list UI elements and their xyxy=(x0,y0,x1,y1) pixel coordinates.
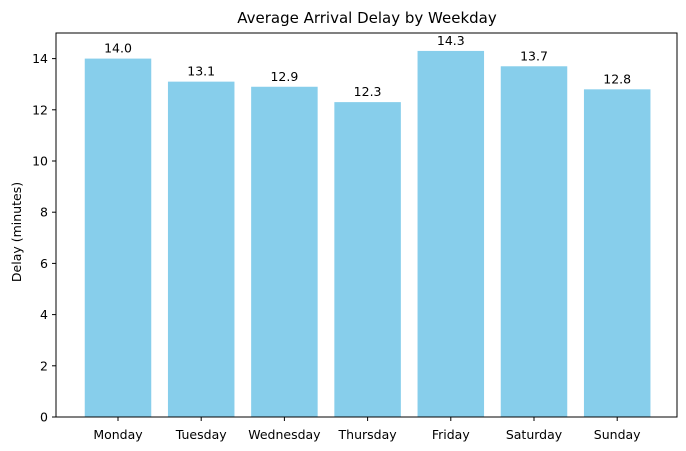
y-tick-label: 8 xyxy=(40,205,48,220)
bar-wednesday xyxy=(251,86,318,417)
chart-title: Average Arrival Delay by Weekday xyxy=(237,9,497,27)
bars-group xyxy=(84,50,651,418)
y-tick-label: 12 xyxy=(32,102,48,117)
data-labels-group: 14.0 13.1 12.9 12.3 14.3 13.7 12.8 xyxy=(104,33,631,99)
x-tick-label-sunday: Sunday xyxy=(594,427,641,442)
data-label-thursday: 12.3 xyxy=(354,84,382,99)
data-label-friday: 14.3 xyxy=(437,33,465,48)
bar-sunday xyxy=(583,89,651,417)
bar-friday xyxy=(417,50,485,418)
data-label-wednesday: 12.9 xyxy=(270,69,298,84)
bar-monday xyxy=(84,58,152,417)
x-tick-label-friday: Friday xyxy=(432,427,470,442)
x-axis-ticks: Monday Tuesday Wednesday Thursday Friday Satu… xyxy=(93,417,641,442)
data-label-monday: 14.0 xyxy=(104,41,132,56)
x-tick-label-tuesday: Tuesday xyxy=(175,427,227,442)
data-label-tuesday: 13.1 xyxy=(187,64,215,79)
y-tick-label: 0 xyxy=(40,410,48,425)
y-tick-label: 10 xyxy=(32,154,48,169)
y-tick-label: 14 xyxy=(32,51,48,66)
y-axis-label: Delay (minutes) xyxy=(9,182,24,282)
y-tick-label: 6 xyxy=(40,256,48,271)
data-label-sunday: 12.8 xyxy=(603,71,631,86)
x-tick-label-saturday: Saturday xyxy=(506,427,563,442)
plot-frame xyxy=(55,32,678,418)
bar-tuesday xyxy=(167,81,235,417)
y-tick-label: 2 xyxy=(40,358,48,373)
x-tick-label-monday: Monday xyxy=(93,427,143,442)
y-tick-label: 4 xyxy=(40,307,48,322)
x-tick-label-wednesday: Wednesday xyxy=(248,427,321,442)
bar-thursday xyxy=(334,102,401,418)
y-axis-ticks: 0 2 4 6 8 10 12 14 xyxy=(32,51,56,425)
bar-saturday xyxy=(500,66,568,417)
data-label-saturday: 13.7 xyxy=(520,48,548,63)
x-tick-label-thursday: Thursday xyxy=(338,427,398,442)
